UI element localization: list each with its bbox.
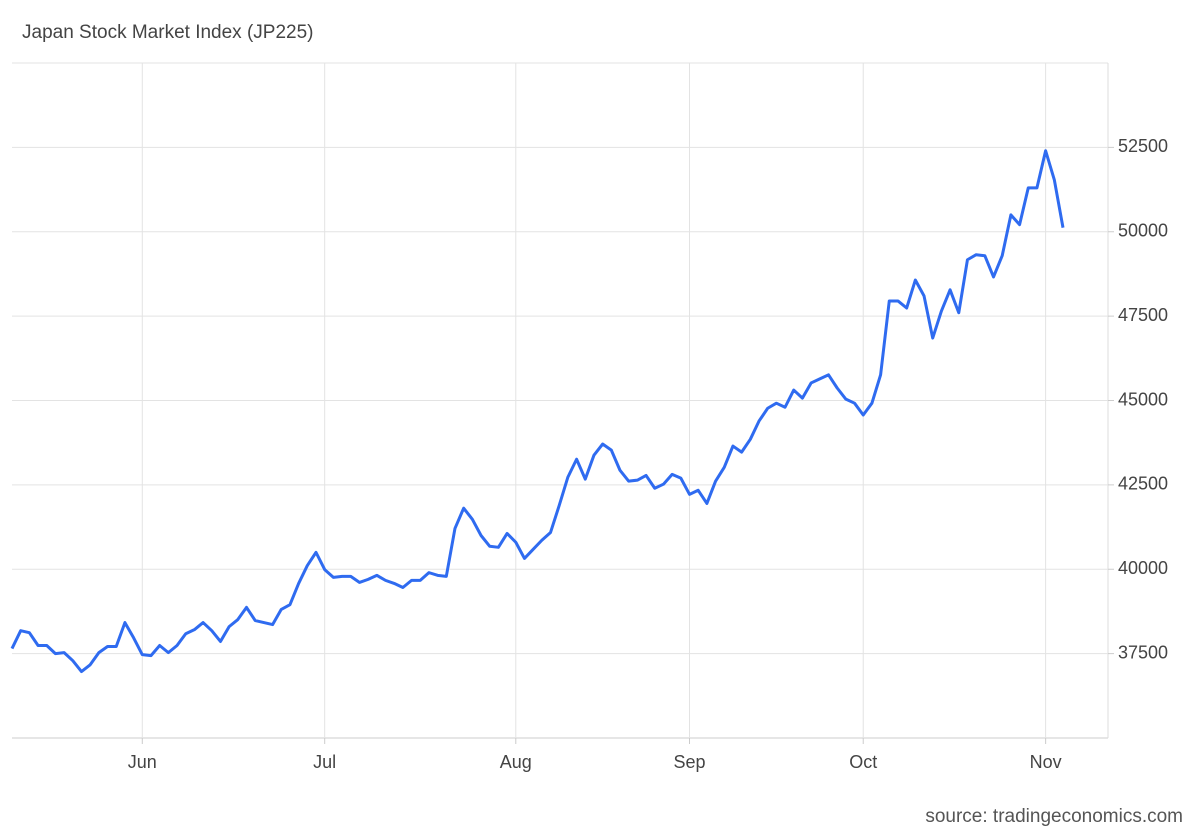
x-tick-label: Oct <box>849 752 877 772</box>
y-tick-label: 45000 <box>1118 389 1168 409</box>
y-tick-label: 52500 <box>1118 136 1168 156</box>
y-tick-label: 40000 <box>1118 558 1168 578</box>
price-line <box>10 149 1065 674</box>
y-tick-label: 37500 <box>1118 642 1168 662</box>
y-tick-label: 47500 <box>1118 305 1168 325</box>
x-tick-label: Jun <box>128 752 157 772</box>
chart-title: Japan Stock Market Index (JP225) <box>22 22 313 43</box>
x-tick-label: Aug <box>500 752 532 772</box>
x-tick-label: Jul <box>313 752 336 772</box>
source: source: tradingeconomics.com <box>925 806 1183 827</box>
x-tick-label: Sep <box>673 752 705 772</box>
x-tick-label: Nov <box>1030 752 1062 772</box>
y-tick-label: 42500 <box>1118 474 1168 494</box>
y-tick-label: 50000 <box>1118 221 1168 241</box>
